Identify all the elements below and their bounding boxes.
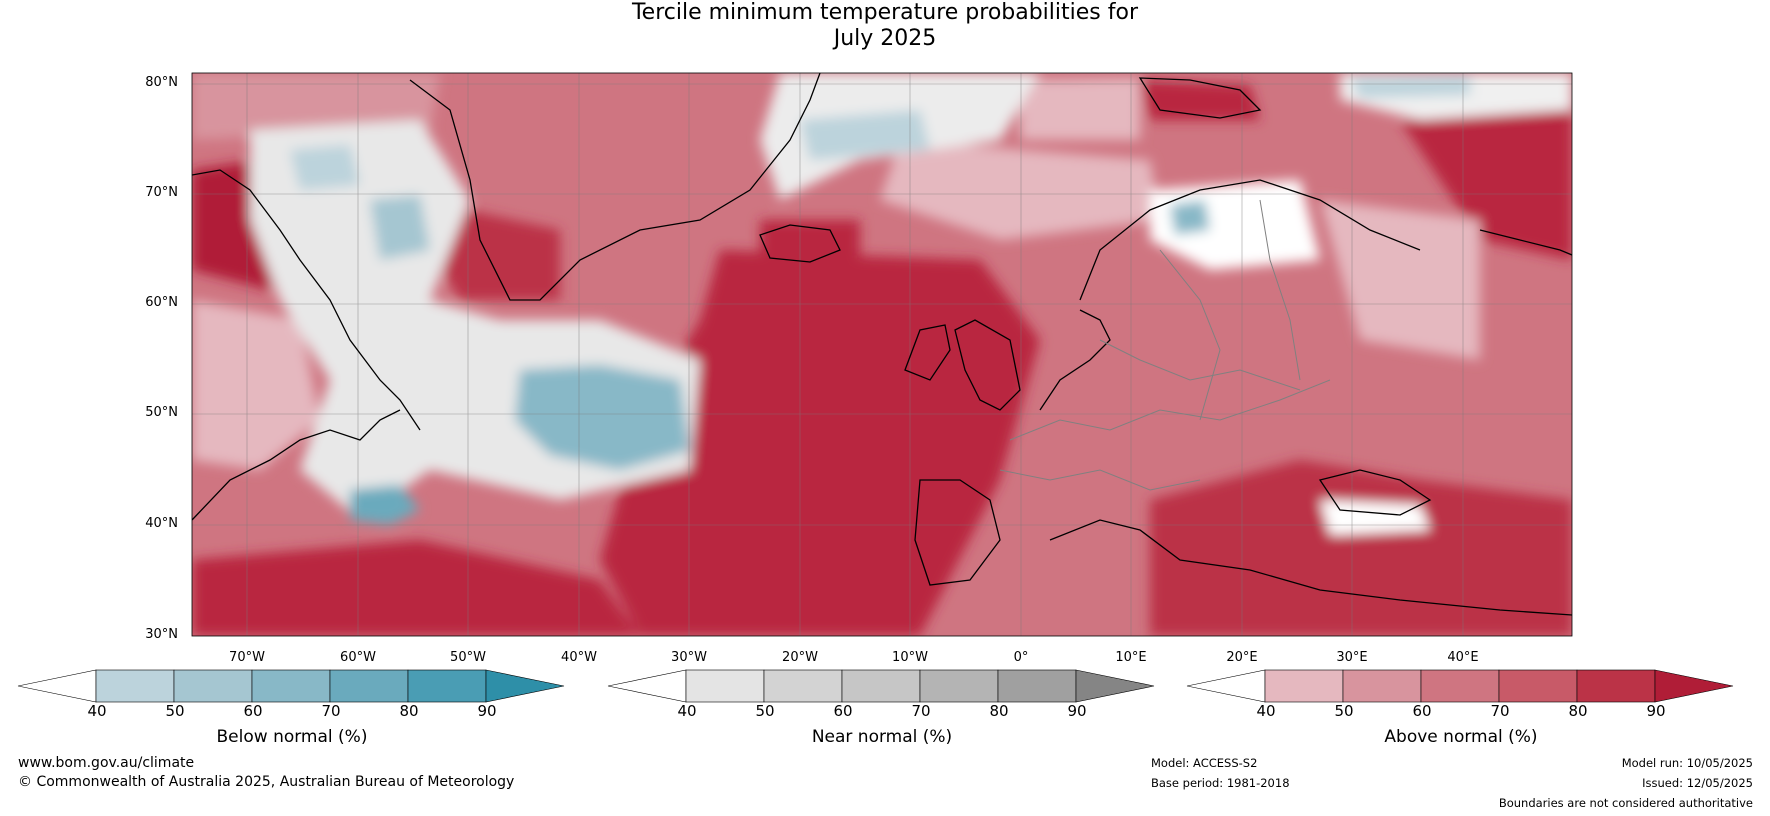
model-name: Model: ACCESS-S2 [1151,756,1258,770]
near-normal-label: Near normal (%) [811,727,953,747]
lon-label-70w: 70°W [229,650,265,665]
colorbar-above-segment-2 [1342,669,1422,703]
lat-label-40n: 40°N [145,516,178,531]
coastlines [192,73,1572,616]
colorbar-above-segment-3 [1420,669,1500,703]
colorbar-near-low-extension [607,669,687,703]
above-tick-90: 90 [1646,702,1666,720]
below-tick-70: 70 [321,702,341,720]
title-line-1: Tercile minimum temperature probabilitie… [631,0,1139,25]
colorbar-above-high-extension [1654,669,1734,703]
base-period: Base period: 1981-2018 [1151,776,1290,790]
colorbar-near-segment-2 [763,669,843,703]
graticule [192,73,1572,636]
country-borders [999,199,1331,491]
lon-label-10w: 10°W [892,650,928,665]
colorbar-near-high-extension [1075,669,1155,703]
issued-date: Issued: 12/05/2025 [1642,776,1753,790]
near-tick-50: 50 [755,702,775,720]
colorbar-above [1186,669,1734,703]
below-tick-40: 40 [87,702,107,720]
colorbar-below-low-extension [17,669,97,703]
boundary-disclaimer: Boundaries are not considered authoritat… [1498,796,1753,810]
above-tick-60: 60 [1412,702,1432,720]
colorbar-near [607,669,1155,703]
colorbar-below-segment-4 [329,669,409,703]
title-line-2: July 2025 [833,26,937,51]
colorbar-below [17,669,565,703]
lon-label-20e: 20°E [1226,650,1258,665]
lat-label-70n: 70°N [145,185,178,200]
above-tick-70: 70 [1490,702,1510,720]
colorbar-above-segment-1 [1264,669,1344,703]
above-tick-80: 80 [1568,702,1588,720]
colorbar-below-high-extension [485,669,565,703]
near-tick-70: 70 [911,702,931,720]
lon-label-60w: 60°W [340,650,376,665]
colorbar-near-segment-4 [919,669,999,703]
colorbar-below-segment-3 [251,669,331,703]
below-tick-60: 60 [243,702,263,720]
lon-label-30e: 30°E [1336,650,1368,665]
below-normal-label: Below normal (%) [216,727,368,747]
above-normal-label: Above normal (%) [1384,727,1538,747]
above-tick-50: 50 [1334,702,1354,720]
colorbar-below-segment-2 [173,669,253,703]
lat-label-50n: 50°N [145,405,178,420]
colorbar-above-low-extension [1186,669,1266,703]
lon-label-40w: 40°W [561,650,597,665]
colorbar-near-segment-3 [841,669,921,703]
lat-label-60n: 60°N [145,295,178,310]
lon-label-40e: 40°E [1447,650,1479,665]
below-tick-90: 90 [477,702,497,720]
lon-label-10e: 10°E [1115,650,1147,665]
colorbar-near-segment-1 [685,669,765,703]
colorbar-above-segment-4 [1498,669,1578,703]
near-tick-40: 40 [677,702,697,720]
colorbars [17,669,1734,703]
lon-label-0: 0° [1013,650,1029,665]
lat-label-80n: 80°N [145,75,178,90]
chart-title: Tercile minimum temperature probabilitie… [0,0,1770,52]
near-tick-80: 80 [989,702,1009,720]
colorbar-below-segment-5 [407,669,487,703]
map-frame [191,72,1573,637]
colorbar-near-segment-5 [997,669,1077,703]
near-tick-60: 60 [833,702,853,720]
near-tick-90: 90 [1067,702,1087,720]
probability-field [192,73,1572,636]
lat-label-30n: 30°N [145,627,178,642]
lon-label-50w: 50°W [450,650,486,665]
below-tick-80: 80 [399,702,419,720]
model-run-date: Model run: 10/05/2025 [1621,756,1753,770]
above-tick-40: 40 [1256,702,1276,720]
website-link[interactable]: www.bom.gov.au/climate [18,755,195,771]
copyright-notice: © Commonwealth of Australia 2025, Austra… [18,774,515,790]
lon-label-30w: 30°W [671,650,707,665]
below-tick-50: 50 [165,702,185,720]
colorbar-below-segment-1 [95,669,175,703]
lon-label-20w: 20°W [782,650,818,665]
colorbar-above-segment-5 [1576,669,1656,703]
